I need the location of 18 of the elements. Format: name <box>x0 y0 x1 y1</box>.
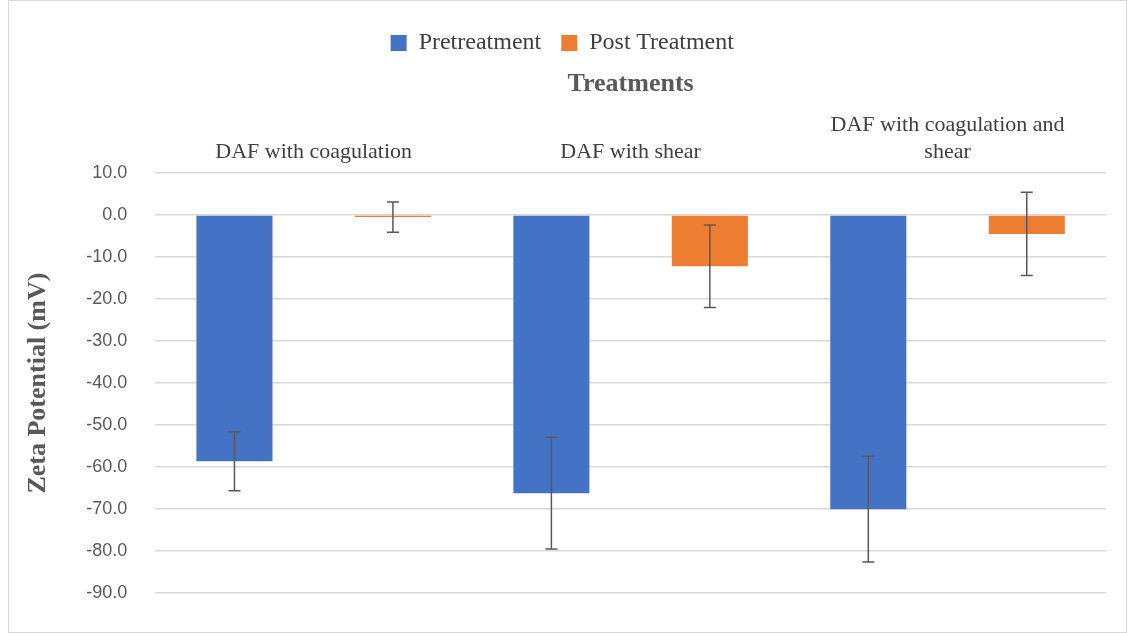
y-tick-label: -30.0 <box>86 330 128 351</box>
y-tick-label: -10.0 <box>86 246 128 267</box>
x-tick-label: DAF with shear <box>560 137 702 163</box>
y-tick-label: 10.0 <box>92 161 128 182</box>
y-tick-label: -40.0 <box>86 372 128 393</box>
legend-label: Post Treatment <box>589 28 735 55</box>
y-axis-title: Zeta Potential (mV) <box>22 272 52 494</box>
y-tick-label: -60.0 <box>86 456 128 477</box>
y-tick-label: -70.0 <box>86 498 128 519</box>
x-tick-label: DAF with coagulation <box>215 137 413 163</box>
y-tick-label: -80.0 <box>86 540 128 561</box>
y-tick-label: -50.0 <box>86 414 128 435</box>
x-tick-label: DAF with coagulation and shear <box>830 111 1065 163</box>
legend-label: Pretreatment <box>418 28 542 55</box>
y-tick-label: -20.0 <box>86 288 128 309</box>
x-axis-title: Treatments <box>567 68 694 98</box>
y-tick-label: -90.0 <box>86 582 128 603</box>
y-tick-label: 0.0 <box>102 203 128 224</box>
